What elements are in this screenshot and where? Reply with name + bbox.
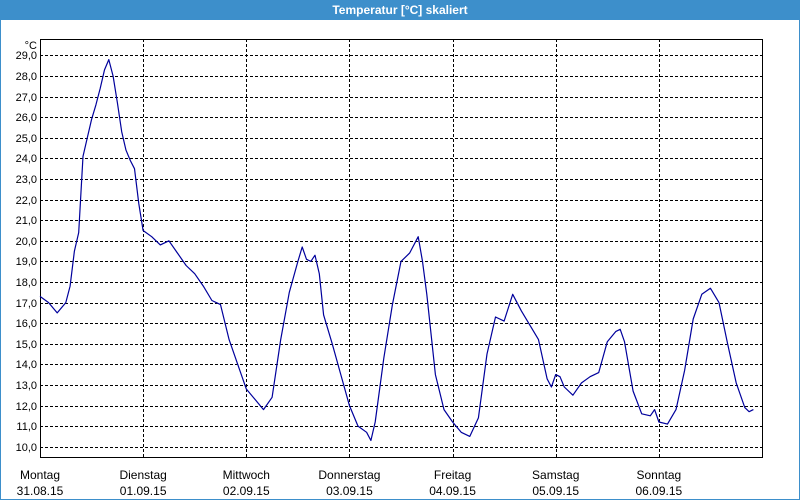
vertical-grid-lines [143, 39, 660, 457]
y-tick-label: 28,0 [16, 71, 37, 83]
x-tick-label-day: Donnerstag [318, 468, 380, 482]
y-tick-label: 10,0 [16, 442, 37, 454]
x-tick-label-date: 05.09.15 [532, 484, 579, 498]
y-tick-label: 17,0 [16, 298, 37, 310]
x-tick-label-day: Samstag [532, 468, 579, 482]
y-tick-label: 29,0 [16, 50, 37, 62]
y-tick-label: 27,0 [16, 92, 37, 104]
x-tick-label-date: 02.09.15 [223, 484, 270, 498]
plot-area-frame [40, 39, 763, 458]
y-tick-label: 21,0 [16, 215, 37, 227]
y-tick-label: 19,0 [16, 256, 37, 268]
y-tick-label: 13,0 [16, 380, 37, 392]
temperature-series-line [39, 59, 754, 442]
x-tick-label-date: 01.09.15 [120, 484, 167, 498]
x-tick-label-day: Mittwoch [223, 468, 270, 482]
x-tick-label-date: 04.09.15 [429, 484, 476, 498]
x-tick-label-date: 03.09.15 [326, 484, 373, 498]
window-title: Temperatur [°C] skaliert [332, 3, 468, 17]
horizontal-grid-lines [40, 55, 762, 448]
y-axis-unit-label: °C [25, 40, 37, 52]
y-tick-label: 26,0 [16, 112, 37, 124]
x-tick-label-date: 06.09.15 [635, 484, 682, 498]
y-tick-label: 12,0 [16, 401, 37, 413]
y-tick-labels: 10,0 11,0 12,0 13,0 14,0 15,0 16,0 17,0 18,0 19,0… [16, 50, 37, 454]
y-tick-label: 15,0 [16, 339, 37, 351]
y-tick-label: 24,0 [16, 153, 37, 165]
x-tick-label-day: Montag [20, 468, 60, 482]
x-tick-labels: Montag 31.08.15 Dienstag 01.09.15 Mittwoch 02… [17, 468, 683, 498]
y-tick-label: 16,0 [16, 318, 37, 330]
x-tick-label-date: 31.08.15 [17, 484, 64, 498]
x-tick-label-day: Freitag [434, 468, 471, 482]
y-tick-label: 23,0 [16, 174, 37, 186]
x-tick-label-day: Dienstag [119, 468, 166, 482]
y-tick-label: 25,0 [16, 133, 37, 145]
y-tick-label: 14,0 [16, 359, 37, 371]
y-tick-label: 18,0 [16, 277, 37, 289]
x-tick-label-day: Sonntag [636, 468, 681, 482]
y-tick-label: 11,0 [16, 421, 37, 433]
y-tick-label: 22,0 [16, 195, 37, 207]
y-tick-label: 20,0 [16, 236, 37, 248]
window-title-bar: Temperatur [°C] skaliert [1, 1, 799, 20]
